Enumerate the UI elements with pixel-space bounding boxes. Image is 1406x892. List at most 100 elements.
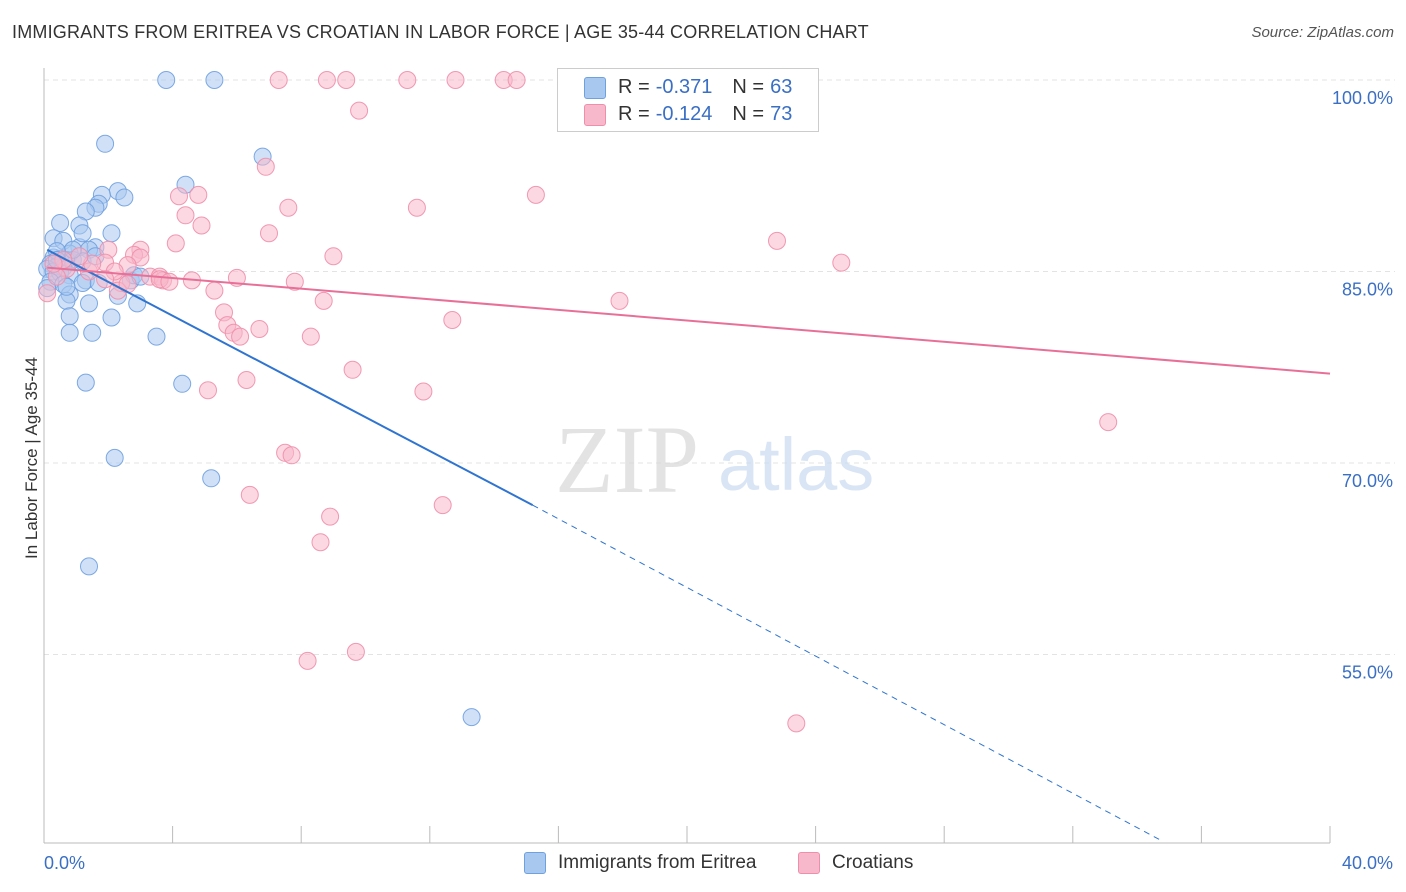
croatian-point	[343, 360, 362, 379]
gridlines	[44, 79, 1395, 655]
croatian-point	[231, 327, 250, 346]
croatian-point	[787, 714, 806, 733]
croatian-point	[610, 291, 629, 310]
eritrea-point	[80, 294, 98, 313]
stats-legend: R = -0.371 N = 63 R = -0.124 N = 73	[557, 68, 819, 132]
series-swatch-eritrea	[524, 852, 546, 874]
croatian-point	[324, 247, 343, 266]
legend-n-label: N =	[732, 102, 765, 125]
trend-line-croatians	[47, 266, 1331, 375]
eritrea-point	[60, 307, 79, 326]
croatian-point	[269, 71, 288, 89]
croatian-point	[446, 71, 465, 89]
croatian-point	[414, 382, 433, 401]
croatian-point	[170, 187, 188, 206]
eritrea-point	[76, 373, 95, 392]
croatian-point	[240, 485, 259, 504]
x-tick-label: 40.0%	[1342, 853, 1393, 873]
legend-row-croatians: R = -0.124 N = 73	[584, 102, 792, 126]
series-legend-croatians: Croatians	[798, 852, 913, 874]
croatian-point	[346, 642, 365, 661]
croatian-point	[160, 272, 179, 291]
y-tick-label: 70.0%	[1342, 471, 1393, 491]
croatian-point	[407, 198, 426, 217]
trend-line-eritrea-extension	[532, 504, 1160, 841]
croatian-point	[443, 311, 462, 329]
croatian-point	[321, 507, 340, 526]
croatian-point	[44, 254, 63, 273]
croatian-point	[433, 496, 452, 515]
croatian-point	[199, 381, 217, 400]
eritrea-point	[102, 224, 121, 243]
croatian-point	[282, 446, 301, 465]
series-label-eritrea: Immigrants from Eritrea	[558, 852, 757, 873]
eritrea-point	[202, 469, 221, 488]
trend-line-eritrea	[46, 248, 534, 507]
croatian-point	[337, 71, 356, 89]
croatian-point	[298, 651, 317, 670]
legend-r-value: -0.371	[655, 75, 713, 98]
eritrea-point	[157, 71, 176, 89]
eritrea-point	[115, 188, 134, 207]
x-tick-labels: 0.0% 40.0%	[44, 853, 1393, 873]
eritrea-point	[51, 214, 70, 232]
legend-swatch-croatians	[584, 104, 606, 126]
croatian-point	[166, 234, 185, 253]
croatian-point	[301, 327, 320, 346]
source-credit: Source: ZipAtlas.com	[1251, 24, 1394, 41]
legend-row-eritrea: R = -0.371 N = 63	[584, 75, 792, 99]
croatian-point	[314, 291, 333, 310]
legend-n-value: 63	[770, 75, 793, 98]
series-legend-eritrea: Immigrants from Eritrea	[524, 852, 756, 874]
eritrea-point	[102, 308, 121, 327]
croatian-point	[398, 71, 417, 89]
eritrea-point	[173, 374, 192, 393]
y-tick-labels: 100.0% 85.0% 70.0% 55.0%	[1332, 88, 1393, 683]
chart-title: IMMIGRANTS FROM ERITREA VS CROATIAN IN L…	[12, 22, 869, 42]
croatian-point	[237, 371, 256, 389]
series-legend: Immigrants from Eritrea Croatians	[0, 852, 1406, 878]
croatian-point	[205, 281, 224, 300]
croatian-point	[176, 206, 195, 225]
eritrea-point	[80, 557, 98, 576]
croatian-point	[285, 272, 304, 291]
legend-r-label: R =	[618, 102, 650, 125]
croatian-point	[317, 71, 336, 89]
eritrea-point	[462, 708, 481, 727]
legend-n-value: 73	[770, 102, 793, 125]
y-tick-label: 85.0%	[1342, 280, 1393, 300]
croatian-point	[260, 224, 278, 243]
eritrea-point	[60, 323, 79, 342]
eritrea-point	[83, 323, 102, 342]
croatian-point	[311, 533, 330, 552]
watermark-atlas: atlas	[718, 423, 874, 506]
eritrea-point	[147, 327, 166, 346]
y-tick-label: 100.0%	[1332, 88, 1393, 108]
trend-lines	[46, 248, 1331, 841]
croatian-point	[526, 185, 545, 204]
croatian-point	[768, 231, 786, 250]
eritrea-point	[96, 134, 115, 153]
series-label-croatians: Croatians	[832, 852, 914, 873]
legend-swatch-eritrea	[584, 77, 606, 99]
croatian-point	[507, 71, 526, 89]
watermark-zip: ZIP	[555, 406, 699, 513]
x-tick-label: 0.0%	[44, 853, 85, 873]
series-swatch-croatians	[798, 852, 820, 874]
croatian-point	[279, 198, 298, 217]
croatian-point	[70, 247, 89, 266]
legend-r-value: -0.124	[655, 102, 713, 125]
croatian-point	[118, 275, 137, 294]
y-tick-label: 55.0%	[1342, 663, 1393, 683]
axes	[43, 68, 1331, 844]
croatian-point	[192, 216, 211, 235]
croatian-point	[38, 284, 57, 303]
croatian-point	[189, 185, 208, 204]
croatian-point	[256, 157, 275, 176]
croatian-point	[832, 253, 851, 272]
eritrea-point	[105, 448, 124, 467]
data-points	[38, 71, 1118, 733]
legend-r-label: R =	[618, 75, 650, 98]
croatian-point	[350, 101, 369, 120]
